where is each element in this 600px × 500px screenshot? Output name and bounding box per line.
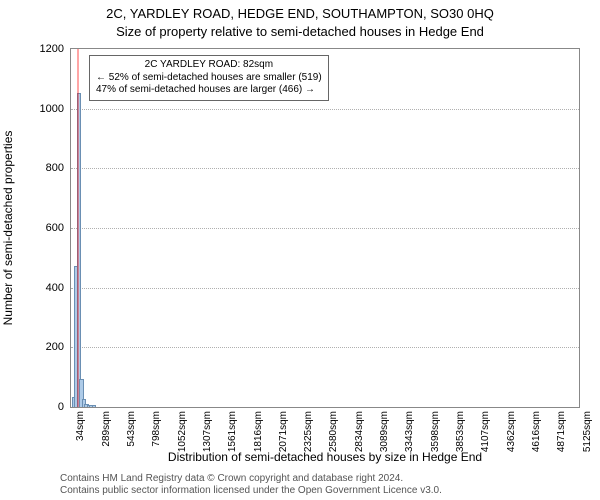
x-tick-label: 3598sqm: [427, 411, 441, 452]
footer-line-1: Contains HM Land Registry data © Crown c…: [60, 473, 403, 484]
x-tick-label: 1816sqm: [250, 411, 264, 452]
y-tick-label: 800: [14, 162, 64, 174]
annotation-box: 2C YARDLEY ROAD: 82sqm← 52% of semi-deta…: [89, 55, 329, 101]
x-tick-label: 34sqm: [72, 411, 86, 441]
y-gridline: [71, 168, 579, 169]
x-tick-label: 289sqm: [98, 411, 112, 447]
x-tick-label: 2580sqm: [325, 411, 339, 452]
annotation-line: ← 52% of semi-detached houses are smalle…: [96, 72, 322, 85]
y-tick-label: 200: [14, 341, 64, 353]
x-tick-label: 5125sqm: [579, 411, 593, 452]
x-axis-label: Distribution of semi-detached houses by …: [70, 450, 580, 464]
y-gridline: [71, 109, 579, 110]
y-tick-label: 400: [14, 282, 64, 294]
y-tick-label: 600: [14, 222, 64, 234]
chart-title-line-2: Size of property relative to semi-detach…: [0, 24, 600, 39]
x-tick-label: 2834sqm: [351, 411, 365, 452]
x-tick-label: 2071sqm: [275, 411, 289, 452]
annotation-line: 2C YARDLEY ROAD: 82sqm: [96, 59, 322, 72]
y-tick-label: 1000: [14, 103, 64, 115]
footer-line-2: Contains public sector information licen…: [60, 485, 442, 496]
y-gridline: [71, 288, 579, 289]
annotation-line: 47% of semi-detached houses are larger (…: [96, 84, 322, 97]
x-tick-label: 4362sqm: [503, 411, 517, 452]
x-tick-label: 3343sqm: [401, 411, 415, 452]
chart-title-line-1: 2C, YARDLEY ROAD, HEDGE END, SOUTHAMPTON…: [0, 6, 600, 21]
histogram-bar: [92, 405, 96, 407]
x-tick-label: 798sqm: [148, 411, 162, 447]
x-tick-label: 3089sqm: [376, 411, 390, 452]
x-tick-label: 543sqm: [123, 411, 137, 447]
x-tick-label: 4616sqm: [528, 411, 542, 452]
x-tick-label: 2325sqm: [300, 411, 314, 452]
y-gridline: [71, 228, 579, 229]
x-tick-label: 4107sqm: [477, 411, 491, 452]
y-axis-label: Number of semi-detached properties: [1, 131, 15, 326]
highlight-marker: [77, 49, 79, 407]
x-tick-label: 1052sqm: [174, 411, 188, 452]
x-tick-label: 4871sqm: [553, 411, 567, 452]
x-tick-label: 1307sqm: [199, 411, 213, 452]
y-tick-label: 0: [14, 401, 64, 413]
x-tick-label: 1561sqm: [224, 411, 238, 452]
plot-area: 34sqm289sqm543sqm798sqm1052sqm1307sqm156…: [70, 48, 580, 408]
x-tick-label: 3853sqm: [452, 411, 466, 452]
y-gridline: [71, 347, 579, 348]
chart-container: 2C, YARDLEY ROAD, HEDGE END, SOUTHAMPTON…: [0, 0, 600, 500]
y-tick-label: 1200: [14, 43, 64, 55]
